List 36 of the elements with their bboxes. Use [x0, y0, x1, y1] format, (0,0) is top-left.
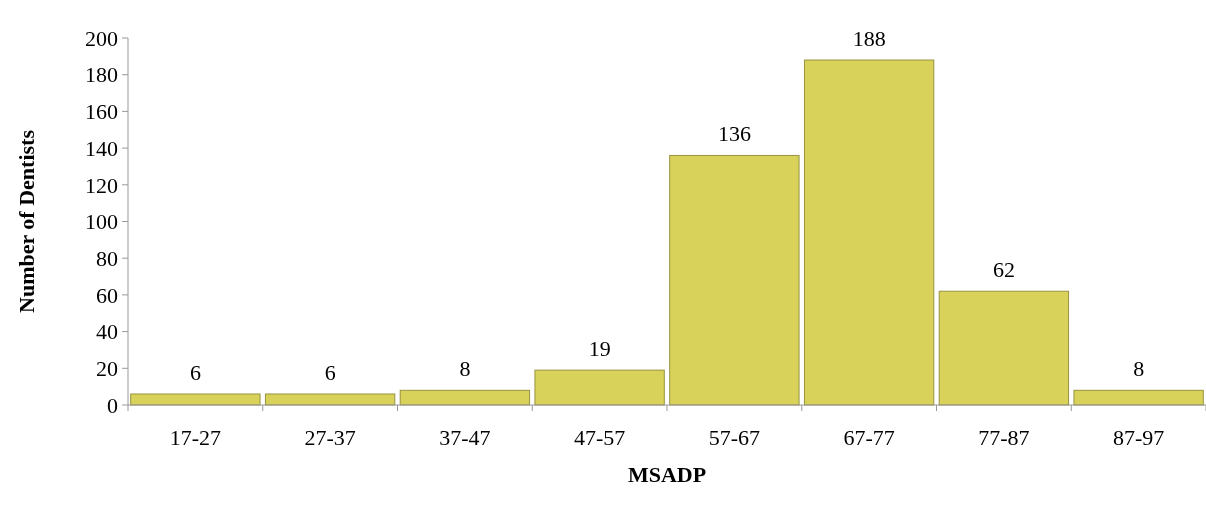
data-label: 8	[459, 356, 471, 382]
y-tick-label: 80	[96, 245, 118, 271]
data-label: 8	[1133, 356, 1145, 382]
bar	[803, 59, 935, 406]
bar	[938, 290, 1070, 406]
data-label: 188	[852, 26, 886, 52]
data-label: 136	[717, 121, 751, 147]
bar	[130, 393, 261, 406]
y-tick-label: 60	[96, 282, 118, 308]
data-label: 6	[324, 359, 336, 385]
y-tick-label: 0	[107, 392, 118, 418]
y-tick-label: 100	[85, 209, 118, 235]
bar	[534, 369, 665, 406]
x-tick-label: 67-77	[843, 425, 895, 450]
y-axis-title: Number of Dentists	[14, 129, 39, 313]
x-tick-label: 17-27	[169, 425, 222, 450]
x-tick-label: 37-47	[439, 425, 491, 450]
bar	[264, 393, 396, 406]
x-tick-label: 57-67	[708, 425, 761, 450]
x-axis-title: MSADP	[627, 462, 707, 487]
y-tick-label: 120	[85, 172, 118, 198]
y-tick-label: 160	[85, 99, 118, 125]
x-tick-label: 47-57	[573, 425, 626, 450]
x-tick-label: 77-87	[978, 425, 1030, 450]
data-label: 6	[189, 359, 201, 385]
y-tick-label: 180	[85, 62, 118, 88]
y-tick-label: 20	[96, 356, 118, 381]
x-tick-label: 87-97	[1112, 425, 1165, 450]
data-label: 19	[588, 336, 611, 362]
y-tick-label: 200	[85, 25, 118, 51]
data-label: 62	[992, 257, 1015, 283]
bar	[1073, 389, 1204, 406]
bar	[669, 154, 800, 406]
y-tick-label: 140	[85, 135, 118, 161]
y-tick-label: 40	[96, 319, 118, 345]
x-tick-label: 27-37	[304, 425, 356, 450]
